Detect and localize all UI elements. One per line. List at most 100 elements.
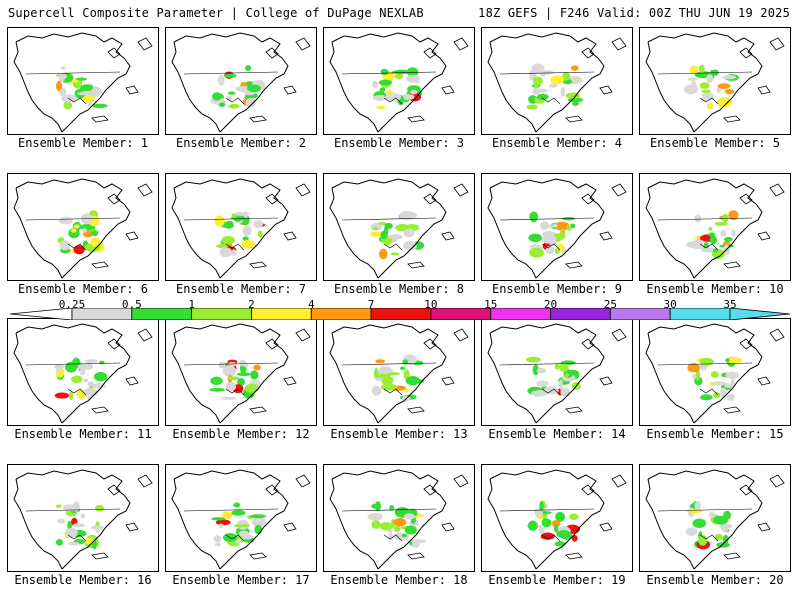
- scp-shading: [225, 381, 237, 392]
- scp-shading: [250, 370, 259, 380]
- scp-shading: [63, 504, 76, 512]
- island-outline: [125, 522, 139, 532]
- scp-shading: [724, 89, 735, 94]
- scp-shading: [379, 522, 393, 531]
- ensemble-map-panel[interactable]: [165, 464, 317, 572]
- scp-shading: [243, 363, 249, 368]
- scp-shading: [55, 504, 62, 508]
- island-outline: [137, 37, 153, 51]
- scp-shading: [726, 356, 743, 364]
- scp-shading: [562, 72, 571, 81]
- scp-shading: [708, 232, 716, 237]
- ensemble-map-panel[interactable]: [323, 318, 475, 426]
- ensemble-map-panel[interactable]: [639, 464, 791, 572]
- scp-shading: [381, 376, 394, 386]
- coastline: [13, 323, 131, 424]
- scp-shading: [541, 234, 557, 244]
- scp-shading: [687, 363, 700, 373]
- island-outline: [249, 261, 267, 269]
- member-caption: Ensemble Member: 3: [333, 136, 465, 150]
- ensemble-map-panel[interactable]: [7, 27, 159, 135]
- scp-shading: [236, 372, 251, 376]
- island-outline: [91, 552, 109, 560]
- ensemble-map-panel[interactable]: [323, 173, 475, 281]
- island-outline: [739, 47, 753, 59]
- north-america-map: [171, 469, 311, 570]
- scp-shading: [716, 87, 721, 93]
- scp-shading: [93, 371, 108, 382]
- scp-shading: [95, 504, 105, 512]
- scp-shading: [371, 385, 382, 396]
- island-outline: [599, 376, 613, 386]
- ensemble-map-panel[interactable]: [7, 318, 159, 426]
- country-border: [25, 508, 121, 542]
- island-outline: [441, 522, 455, 532]
- ensemble-map-panel[interactable]: [481, 173, 633, 281]
- colorbar-segment: [490, 308, 551, 320]
- island-outline: [757, 522, 771, 532]
- colorbar-segment: [310, 308, 372, 320]
- scp-shading: [554, 363, 560, 370]
- scp-shading: [529, 247, 545, 258]
- ensemble-map-panel[interactable]: [481, 27, 633, 135]
- scp-shading: [540, 224, 557, 228]
- ensemble-map-panel[interactable]: [7, 464, 159, 572]
- island-outline: [757, 85, 771, 95]
- colorbar-segment: [609, 308, 671, 320]
- coastline: [487, 469, 605, 570]
- coastline: [645, 469, 763, 570]
- island-outline: [581, 47, 595, 59]
- scp-shading: [57, 518, 66, 524]
- ensemble-map-panel[interactable]: [165, 318, 317, 426]
- scp-shading: [372, 81, 379, 89]
- scp-shading: [68, 541, 80, 546]
- ensemble-map-panel[interactable]: [165, 173, 317, 281]
- ensemble-map-panel[interactable]: [639, 318, 791, 426]
- scp-shading: [76, 77, 87, 81]
- country-border: [657, 362, 753, 396]
- scp-shading: [83, 378, 89, 383]
- island-outline: [265, 47, 279, 59]
- scp-shading: [219, 247, 233, 258]
- scp-shading: [564, 373, 570, 378]
- ensemble-map-panel[interactable]: [323, 464, 475, 572]
- scp-shading: [709, 511, 715, 519]
- country-border: [25, 362, 121, 396]
- ensemble-map-panel[interactable]: [165, 27, 317, 135]
- scp-shading: [378, 79, 393, 86]
- scp-shading: [244, 383, 259, 393]
- coastline: [329, 469, 447, 570]
- island-outline: [769, 37, 785, 51]
- scp-shading: [211, 517, 225, 521]
- scp-shading: [709, 235, 718, 245]
- coastline: [13, 469, 131, 570]
- scp-shading: [413, 77, 420, 84]
- ensemble-map-panel[interactable]: [481, 318, 633, 426]
- scp-shading: [685, 527, 698, 536]
- scp-shading: [241, 534, 254, 540]
- scp-shading: [91, 230, 99, 237]
- coastline: [645, 178, 763, 279]
- scp-shading: [209, 387, 226, 392]
- scp-shading: [379, 365, 392, 374]
- colorbar-segment: [430, 308, 492, 320]
- scp-shading: [534, 508, 539, 514]
- scp-shading: [54, 392, 70, 399]
- scp-shading: [87, 381, 94, 387]
- member-caption: Ensemble Member: 1: [17, 136, 149, 150]
- ensemble-map-panel[interactable]: [481, 464, 633, 572]
- scp-shading: [371, 226, 379, 231]
- ensemble-map-panel[interactable]: [639, 173, 791, 281]
- scp-shading: [367, 512, 383, 521]
- coastline: [487, 32, 605, 133]
- ensemble-map-panel[interactable]: [323, 27, 475, 135]
- scp-shading: [375, 359, 386, 364]
- ensemble-map-panel[interactable]: [7, 173, 159, 281]
- scp-shading: [698, 64, 705, 74]
- scp-shading: [227, 91, 236, 95]
- country-border: [657, 71, 753, 105]
- scp-shading: [554, 541, 566, 547]
- colorbar-segment: [251, 308, 312, 320]
- ensemble-map-panel[interactable]: [639, 27, 791, 135]
- north-america-map: [487, 469, 627, 570]
